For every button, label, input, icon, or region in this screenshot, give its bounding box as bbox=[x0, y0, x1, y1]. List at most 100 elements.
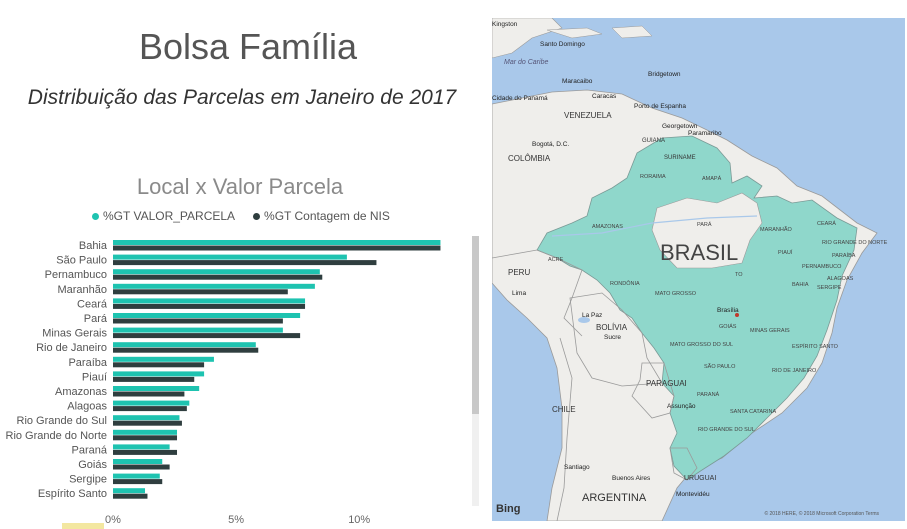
bar-valor-parcela[interactable] bbox=[113, 327, 283, 333]
bar-valor-parcela[interactable] bbox=[113, 429, 178, 435]
category-label: Rio de Janeiro bbox=[36, 342, 107, 354]
category-label: Rio Grande do Sul bbox=[17, 415, 108, 427]
map-state-amapa: AMAPÁ bbox=[702, 175, 722, 182]
peru-border bbox=[492, 249, 583, 337]
map-label-chile: CHILE bbox=[552, 405, 576, 414]
map-city-sucre: Sucre bbox=[604, 334, 621, 341]
legend-item-contagem-nis[interactable]: %GT Contagem de NIS bbox=[253, 209, 390, 223]
bar-contagem-nis[interactable] bbox=[113, 376, 195, 382]
bar-valor-parcela[interactable] bbox=[113, 283, 315, 289]
map-label-bolivia: BOLÍVIA bbox=[596, 323, 628, 332]
bar-contagem-nis[interactable] bbox=[113, 479, 163, 485]
map-city-buenos-aires: Buenos Aires bbox=[612, 475, 651, 482]
amazon-river bbox=[551, 215, 758, 237]
bar-valor-parcela[interactable] bbox=[113, 240, 441, 245]
bar-valor-parcela[interactable] bbox=[113, 400, 190, 406]
central-america-land bbox=[492, 18, 563, 59]
caribbean-island-2 bbox=[611, 25, 653, 39]
category-label: Goiás bbox=[78, 459, 107, 471]
bar-contagem-nis[interactable] bbox=[113, 493, 148, 499]
bar-contagem-nis[interactable] bbox=[113, 289, 288, 295]
category-label: Sergipe bbox=[69, 474, 107, 486]
map-state-mato-grosso-do-sul: MATO GROSSO DO SUL bbox=[670, 342, 733, 348]
bar-valor-parcela[interactable] bbox=[113, 313, 301, 318]
map-label-brasil: BRASIL bbox=[660, 240, 738, 265]
bar-valor-parcela[interactable] bbox=[113, 371, 205, 377]
bar-valor-parcela[interactable] bbox=[113, 415, 180, 421]
bar-contagem-nis[interactable] bbox=[113, 406, 187, 412]
bar-contagem-nis[interactable] bbox=[113, 333, 301, 339]
bar-contagem-nis[interactable] bbox=[113, 260, 377, 266]
map-state-minas-gerais: MINAS GERAIS bbox=[750, 328, 790, 334]
map-city-paramaribo: Paramaribo bbox=[688, 130, 722, 137]
map-panel[interactable]: VENEZUELA COLÔMBIA PERU BOLÍVIA PARAGUAI… bbox=[492, 18, 905, 521]
bar-contagem-nis[interactable] bbox=[113, 464, 170, 470]
para-state bbox=[651, 192, 763, 269]
bar-valor-parcela[interactable] bbox=[113, 444, 170, 450]
bar-contagem-nis[interactable] bbox=[113, 449, 178, 455]
bar-contagem-nis[interactable] bbox=[113, 435, 178, 441]
map-city-panama: Cidade do Panamá bbox=[492, 95, 548, 102]
chile-border bbox=[556, 337, 573, 521]
legend-label-contagem-nis: %GT Contagem de NIS bbox=[264, 209, 390, 223]
map-capital-dot bbox=[735, 313, 739, 317]
map-city-santiago: Santiago bbox=[564, 464, 590, 471]
bar-valor-parcela[interactable] bbox=[113, 488, 146, 494]
category-label: Maranhão bbox=[57, 284, 107, 296]
category-label: Paraíba bbox=[68, 357, 107, 369]
bolivia-border bbox=[569, 292, 663, 387]
legend-dot-contagem-nis bbox=[253, 212, 261, 220]
bar-contagem-nis[interactable] bbox=[113, 245, 441, 251]
category-label: Rio Grande do Norte bbox=[6, 430, 108, 442]
category-label: Alagoas bbox=[67, 401, 107, 413]
chart-scrollbar-thumb[interactable] bbox=[472, 236, 479, 414]
bar-valor-parcela[interactable] bbox=[113, 386, 200, 391]
map-city-la-paz: La Paz bbox=[582, 312, 602, 319]
paraguay-border bbox=[631, 362, 675, 419]
map-label-colombia: COLÔMBIA bbox=[508, 154, 551, 163]
legend-label-valor-parcela: %GT VALOR_PARCELA bbox=[103, 209, 236, 223]
map-label-paraguai: PARAGUAI bbox=[646, 379, 687, 388]
map-state-maranhao: MARANHÃO bbox=[760, 226, 793, 233]
bar-contagem-nis[interactable] bbox=[113, 274, 323, 280]
bar-valor-parcela[interactable] bbox=[113, 298, 306, 304]
bar-chart: Bahia São Paulo Pernambuco Maranhão Ceará Par… bbox=[6, 240, 441, 523]
category-label: São Paulo bbox=[56, 255, 107, 267]
legend-item-valor-parcela[interactable]: %GT VALOR_PARCELA bbox=[92, 209, 235, 223]
map-state-alagoas: ALAGOAS bbox=[827, 276, 854, 282]
bar-valor-parcela[interactable] bbox=[113, 459, 163, 464]
bar-valor-parcela[interactable] bbox=[113, 356, 214, 362]
bar-valor-parcela[interactable] bbox=[113, 269, 320, 275]
map-label-uruguai: URUGUAI bbox=[684, 475, 716, 482]
bar-contagem-nis[interactable] bbox=[113, 303, 306, 309]
map-city-bridgetown: Bridgetown bbox=[648, 71, 681, 78]
map-city-santo-domingo: Santo Domingo bbox=[540, 41, 585, 48]
category-label: Ceará bbox=[77, 298, 108, 310]
bar-valor-parcela[interactable] bbox=[113, 254, 347, 260]
uruguay-border bbox=[669, 447, 698, 481]
map-city-caracas: Caracas bbox=[592, 93, 617, 100]
map-state-parana: PARANÁ bbox=[697, 391, 720, 398]
map-state-acre: ACRE bbox=[548, 257, 564, 263]
map-city-assuncao: Assunção bbox=[667, 403, 696, 410]
category-label: Paraná bbox=[72, 444, 108, 456]
category-label: Pará bbox=[84, 313, 108, 325]
bar-valor-parcela[interactable] bbox=[113, 473, 160, 479]
bar-contagem-nis[interactable] bbox=[113, 347, 259, 353]
bar-contagem-nis[interactable] bbox=[113, 362, 205, 368]
bar-contagem-nis[interactable] bbox=[113, 318, 283, 324]
caribbean-island-1 bbox=[546, 27, 603, 39]
map-label-guiana: GUIANA bbox=[642, 138, 665, 144]
page-tab-indicator[interactable] bbox=[62, 523, 104, 529]
map-state-goias: GOIÁS bbox=[719, 323, 737, 330]
map-state-tocantins: TO bbox=[735, 272, 743, 278]
map-state-mato-grosso: MATO GROSSO bbox=[655, 291, 697, 297]
x-tick-label: 5% bbox=[228, 514, 244, 523]
category-label: Espírito Santo bbox=[38, 488, 107, 500]
legend-dot-valor-parcela bbox=[92, 212, 99, 220]
bar-contagem-nis[interactable] bbox=[113, 391, 185, 397]
bar-contagem-nis[interactable] bbox=[113, 420, 182, 426]
bar-valor-parcela[interactable] bbox=[113, 342, 256, 348]
map-state-roraima: RORAIMA bbox=[640, 174, 666, 180]
map-city-brasilia: Brasília bbox=[717, 307, 739, 314]
